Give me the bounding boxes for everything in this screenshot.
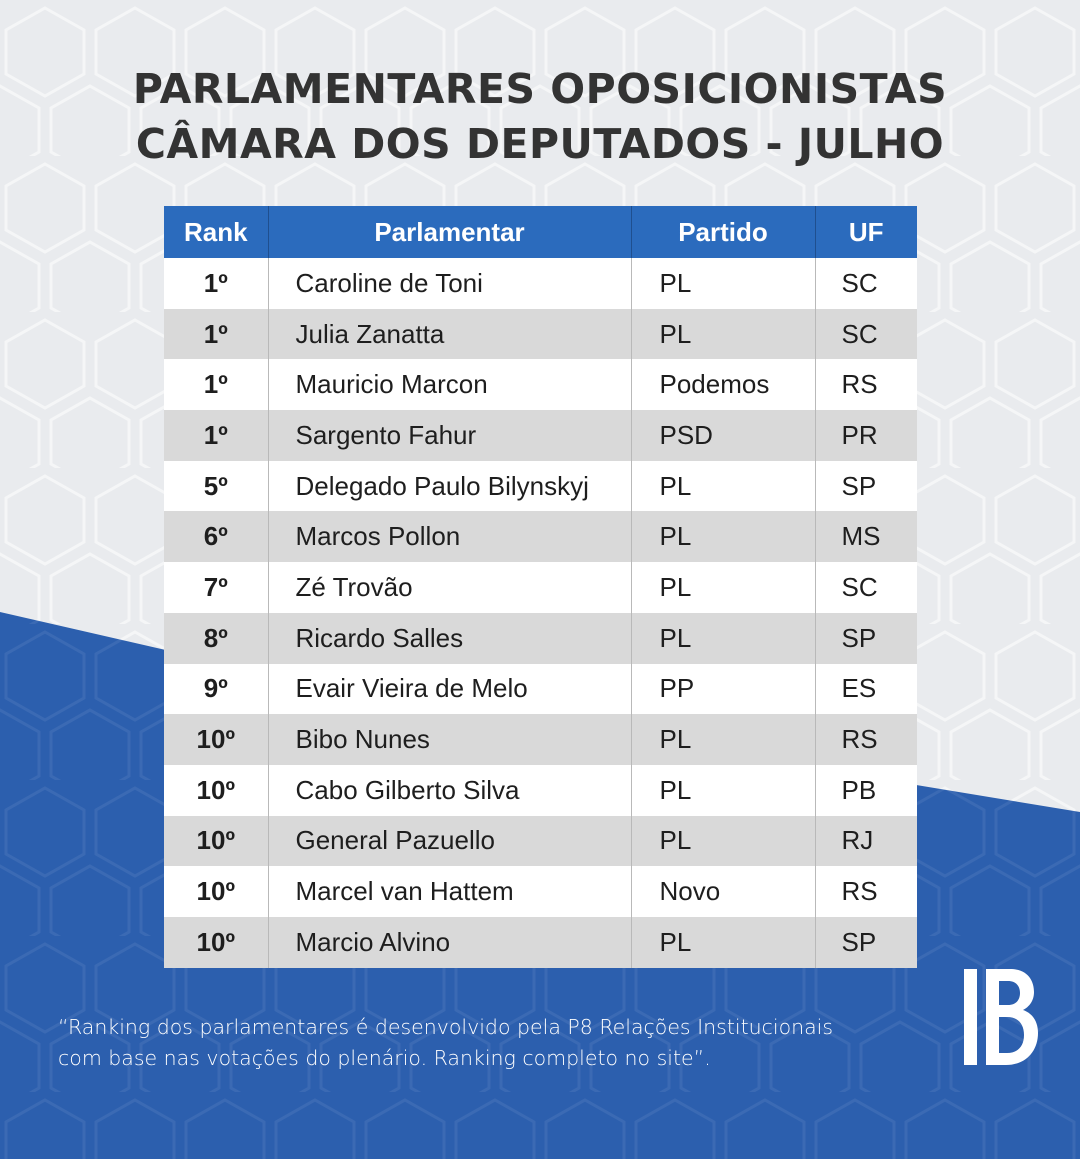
rank-cell: 10º <box>164 714 268 765</box>
p8-logo-icon <box>964 969 1038 1065</box>
table-row: 5º Delegado Paulo Bilynskyj PL SP <box>164 460 917 512</box>
parlamentar-cell: Evair Vieira de Melo <box>267 663 631 715</box>
rank-cell: 9º <box>164 663 268 715</box>
uf-cell: RJ <box>814 815 917 867</box>
partido-cell: Podemos <box>630 359 815 411</box>
rank-cell: 10º <box>164 916 268 968</box>
table-row: 10º General Pazuello PL RJ <box>164 815 917 867</box>
parlamentar-cell: Caroline de Toni <box>267 258 631 309</box>
title-line-1: PARLAMENTARES OPOSICIONISTAS <box>132 65 948 113</box>
uf-cell: RS <box>814 714 917 765</box>
rank-cell: 8º <box>164 612 268 664</box>
parlamentar-cell: Cabo Gilberto Silva <box>267 764 631 816</box>
partido-cell: PL <box>630 815 815 867</box>
parlamentar-cell: Bibo Nunes <box>267 714 631 765</box>
table-row: 10º Bibo Nunes PL RS <box>164 714 917 765</box>
parlamentar-cell: Marcel van Hattem <box>267 866 631 917</box>
partido-cell: PL <box>630 258 815 309</box>
partido-cell: PL <box>630 612 815 664</box>
partido-cell: PL <box>630 916 815 968</box>
parlamentar-cell: Sargento Fahur <box>267 410 631 461</box>
rank-cell: 1º <box>164 308 268 360</box>
header-uf: UF <box>814 206 917 258</box>
header-partido: Partido <box>630 206 815 258</box>
uf-cell: SC <box>814 258 917 309</box>
uf-cell: SC <box>814 562 917 613</box>
footnote: “Ranking dos parlamentares é desenvolvid… <box>58 1012 918 1074</box>
partido-cell: PL <box>630 764 815 816</box>
parlamentar-cell: General Pazuello <box>267 815 631 867</box>
partido-cell: Novo <box>630 866 815 917</box>
rank-cell: 5º <box>164 460 268 512</box>
parlamentar-cell: Mauricio Marcon <box>267 359 631 411</box>
rank-cell: 1º <box>164 258 268 309</box>
table-row: 9º Evair Vieira de Melo PP ES <box>164 663 917 715</box>
uf-cell: RS <box>814 359 917 411</box>
footnote-line-1: “Ranking dos parlamentares é desenvolvid… <box>58 1015 834 1039</box>
rank-cell: 10º <box>164 866 268 917</box>
rank-cell: 1º <box>164 410 268 461</box>
title-line-2: CÂMARA DOS DEPUTADOS - JULHO <box>135 120 945 168</box>
parlamentar-cell: Marcos Pollon <box>267 511 631 563</box>
table-header-row: Rank Parlamentar Partido UF <box>164 206 917 258</box>
table-row: 1º Mauricio Marcon Podemos RS <box>164 359 917 411</box>
uf-cell: PB <box>814 764 917 816</box>
uf-cell: MS <box>814 511 917 563</box>
partido-cell: PL <box>630 308 815 360</box>
table-row: 1º Julia Zanatta PL SC <box>164 308 917 360</box>
partido-cell: PL <box>630 714 815 765</box>
rank-cell: 1º <box>164 359 268 411</box>
header-rank: Rank <box>164 206 268 258</box>
uf-cell: RS <box>814 866 917 917</box>
page-title: PARLAMENTARES OPOSICIONISTAS CÂMARA DOS … <box>0 62 1080 172</box>
header-parlamentar: Parlamentar <box>267 206 631 258</box>
ranking-table: Rank Parlamentar Partido UF 1º Caroline d… <box>164 206 917 968</box>
partido-cell: PL <box>630 562 815 613</box>
table-row: 1º Sargento Fahur PSD PR <box>164 410 917 461</box>
uf-cell: SP <box>814 460 917 512</box>
rank-cell: 10º <box>164 764 268 816</box>
partido-cell: PSD <box>630 410 815 461</box>
parlamentar-cell: Ricardo Salles <box>267 612 631 664</box>
table-row: 10º Marcel van Hattem Novo RS <box>164 866 917 917</box>
uf-cell: PR <box>814 410 917 461</box>
table-row: 10º Cabo Gilberto Silva PL PB <box>164 764 917 816</box>
footnote-line-2: com base nas votações do plenário. Ranki… <box>58 1046 711 1070</box>
parlamentar-cell: Zé Trovão <box>267 562 631 613</box>
rank-cell: 7º <box>164 562 268 613</box>
rank-cell: 6º <box>164 511 268 563</box>
partido-cell: PL <box>630 511 815 563</box>
rank-cell: 10º <box>164 815 268 867</box>
parlamentar-cell: Julia Zanatta <box>267 308 631 360</box>
parlamentar-cell: Marcio Alvino <box>267 916 631 968</box>
partido-cell: PP <box>630 663 815 715</box>
partido-cell: PL <box>630 460 815 512</box>
table-row: 6º Marcos Pollon PL MS <box>164 511 917 563</box>
table-row: 1º Caroline de Toni PL SC <box>164 258 917 309</box>
parlamentar-cell: Delegado Paulo Bilynskyj <box>267 460 631 512</box>
table-row: 8º Ricardo Salles PL SP <box>164 612 917 664</box>
table-body: 1º Caroline de Toni PL SC 1º Julia Zanatta PL S… <box>164 258 917 968</box>
uf-cell: ES <box>814 663 917 715</box>
table-row: 7º Zé Trovão PL SC <box>164 562 917 613</box>
uf-cell: SP <box>814 916 917 968</box>
table-row: 10º Marcio Alvino PL SP <box>164 916 917 968</box>
uf-cell: SC <box>814 308 917 360</box>
uf-cell: SP <box>814 612 917 664</box>
